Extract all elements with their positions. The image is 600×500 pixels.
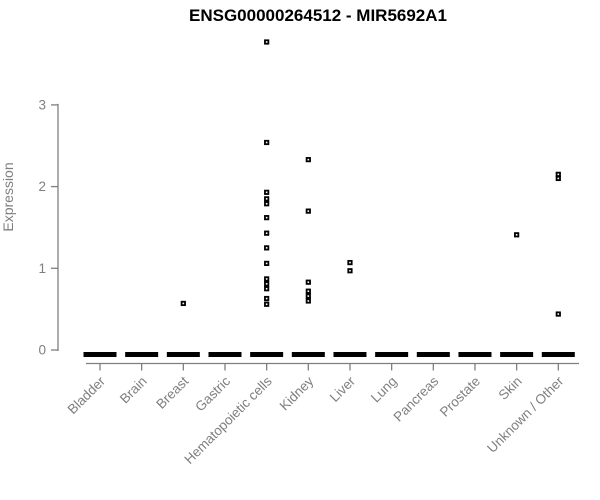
zero-cluster-bar [125, 352, 159, 357]
y-axis-label: Expression [0, 162, 16, 231]
zero-cluster-bar [166, 352, 200, 357]
y-tick-label: 3 [38, 97, 46, 112]
zero-cluster-bar [208, 352, 242, 357]
x-tick-label: Breast [153, 373, 191, 411]
x-tick-label: Lung [368, 374, 400, 406]
y-tick-label: 2 [38, 179, 46, 194]
data-point-center [307, 158, 310, 161]
data-point-center [515, 234, 518, 236]
data-point-center [307, 295, 310, 297]
x-tick-label: Skin [496, 374, 525, 403]
y-tick-label: 0 [38, 343, 46, 358]
data-point-center [265, 198, 268, 200]
data-point-center [265, 41, 268, 43]
y-tick-label: 1 [38, 261, 46, 276]
x-tick-label: Prostate [437, 374, 483, 420]
data-point-center [557, 313, 560, 315]
data-point-center [557, 173, 560, 176]
zero-cluster-bar [83, 352, 117, 357]
x-tick-label: Pancreas [390, 373, 441, 424]
x-tick-label: Kidney [277, 373, 317, 413]
data-point-center [265, 202, 268, 205]
data-point-center [265, 191, 268, 194]
chart-title: ENSG00000264512 - MIR5692A1 [189, 6, 447, 25]
zero-cluster-bar [416, 352, 450, 357]
zero-cluster-bar [458, 352, 492, 357]
data-point-center [182, 302, 185, 305]
x-tick-label: Liver [327, 373, 359, 405]
data-point-center [265, 262, 268, 265]
data-point-center [265, 283, 268, 285]
data-point-center [265, 297, 268, 300]
x-tick-label: Unknown / Other [484, 373, 567, 456]
data-point-center [307, 210, 310, 212]
data-point-center [265, 141, 268, 144]
x-tick-label: Bladder [65, 373, 109, 417]
data-point-center [349, 269, 351, 272]
data-point-center [307, 281, 310, 283]
x-tick-label: Gastric [192, 373, 233, 414]
data-point-center [307, 300, 310, 302]
x-tick-label: Brain [117, 374, 150, 407]
zero-cluster-bar [333, 352, 367, 357]
data-point-center [265, 216, 268, 219]
data-point-center [265, 232, 268, 234]
data-point-center [307, 290, 310, 292]
zero-cluster-bar [541, 352, 575, 357]
zero-cluster-bar [500, 352, 534, 357]
data-point-center [265, 287, 268, 290]
data-point-center [349, 261, 351, 264]
data-points [83, 39, 575, 357]
data-point-center [265, 278, 268, 280]
zero-cluster-bar [375, 352, 409, 357]
zero-cluster-bar [291, 352, 325, 357]
data-point-center [265, 247, 268, 249]
data-point-center [557, 177, 560, 180]
zero-cluster-bar [250, 352, 284, 357]
data-point-center [265, 303, 268, 306]
